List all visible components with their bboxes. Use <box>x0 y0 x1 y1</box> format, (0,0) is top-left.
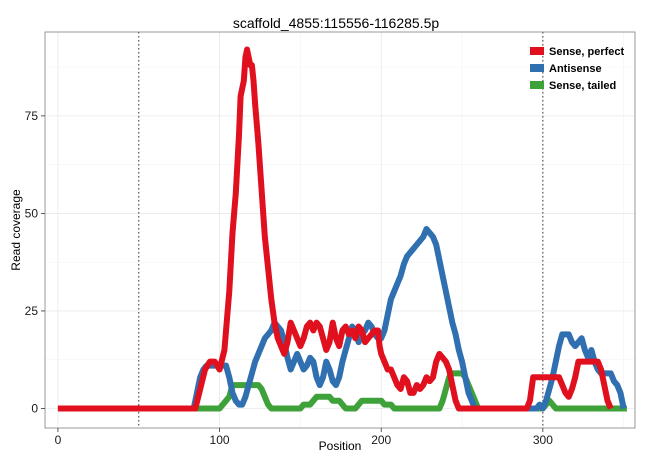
legend-swatch <box>530 47 544 55</box>
y-axis: 0 25 50 75 <box>25 109 45 415</box>
legend-label: Antisense <box>549 63 602 75</box>
x-tick-label: 100 <box>210 433 230 447</box>
y-tick-label: 25 <box>25 304 39 318</box>
x-axis: 0 100 200 300 <box>55 428 553 447</box>
legend-label: Sense, tailed <box>549 80 616 92</box>
y-tick-label: 0 <box>31 401 38 415</box>
series-line <box>57 226 627 412</box>
plot-panel-border <box>44 31 636 429</box>
y-axis-label: Read coverage <box>9 189 23 271</box>
y-tick-label: 75 <box>25 109 39 123</box>
legend: Sense, perfect Antisense Sense, tailed <box>530 46 625 92</box>
x-tick-label: 0 <box>55 433 62 447</box>
chart-title: scaffold_4855:115556-116285.5p <box>233 15 440 31</box>
y-tick-label: 50 <box>25 206 39 220</box>
legend-swatch <box>530 81 544 89</box>
legend-swatch <box>530 64 544 72</box>
x-axis-label: Position <box>319 439 362 453</box>
x-tick-label: 300 <box>533 433 553 447</box>
series-line <box>57 46 614 412</box>
x-tick-label: 200 <box>371 433 391 447</box>
plot-series <box>57 46 627 412</box>
legend-label: Sense, perfect <box>549 46 625 58</box>
